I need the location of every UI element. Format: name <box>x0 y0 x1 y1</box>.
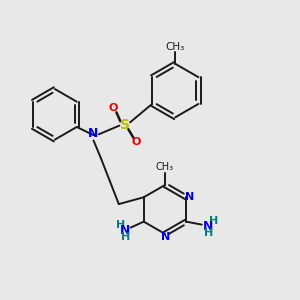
Text: S: S <box>120 118 130 132</box>
Text: N: N <box>120 224 130 237</box>
Text: CH₃: CH₃ <box>156 162 174 172</box>
Text: O: O <box>108 103 118 113</box>
Text: O: O <box>132 137 141 147</box>
Text: H: H <box>121 232 130 242</box>
Text: N: N <box>88 127 99 140</box>
Text: CH₃: CH₃ <box>166 42 185 52</box>
Text: N: N <box>203 220 213 232</box>
Text: N: N <box>185 192 194 202</box>
Text: H: H <box>204 228 213 238</box>
Text: N: N <box>161 232 170 242</box>
Text: H: H <box>116 220 125 230</box>
Text: H: H <box>209 216 218 226</box>
